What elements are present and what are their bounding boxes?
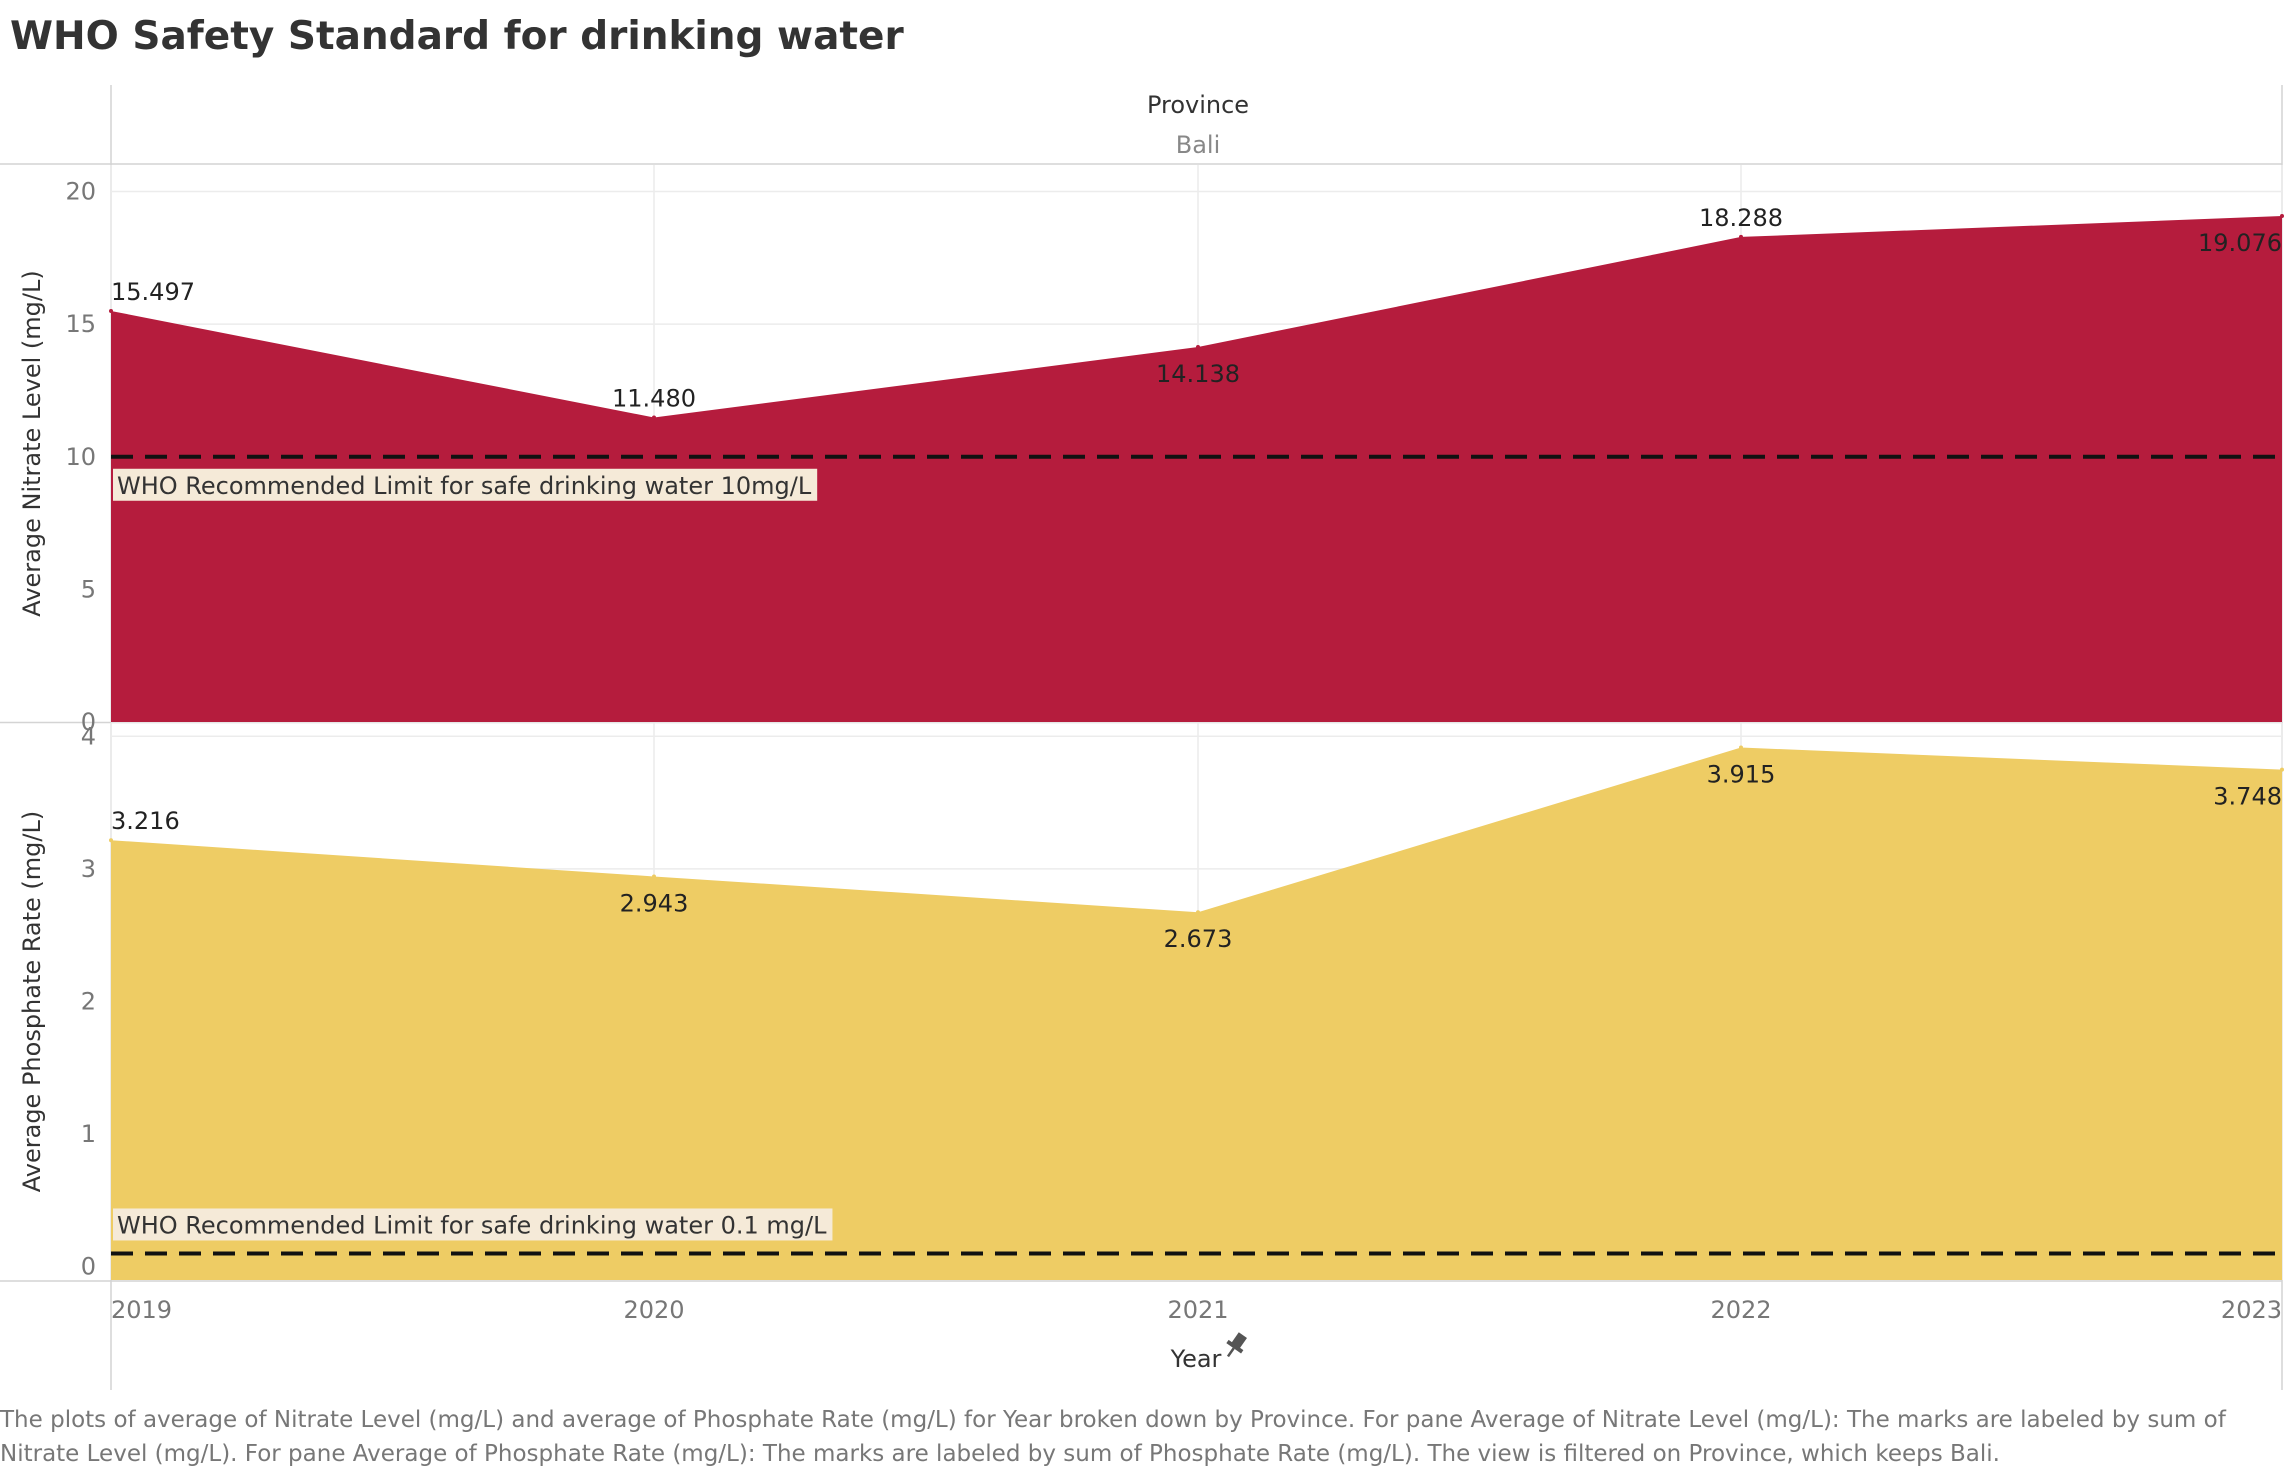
y-tick-label: 2 xyxy=(81,988,96,1016)
chart-title: WHO Safety Standard for drinking water xyxy=(10,14,904,59)
x-tick-label: 2019 xyxy=(111,1296,172,1324)
phosphate-pane: 0 1 2 3 4 3.216 2.943 2.673 3.915 3.748 WHO Recomm… xyxy=(18,722,2284,1281)
chart-caption: The plots of average of Nitrate Level (m… xyxy=(0,1407,2226,1467)
x-tick-label: 2023 xyxy=(2221,1296,2282,1324)
area-series xyxy=(111,216,2282,723)
data-label: 14.138 xyxy=(1156,360,1240,388)
pin-icon[interactable] xyxy=(1221,1330,1251,1362)
y-tick-label: 1 xyxy=(81,1120,96,1148)
reference-line-label-bg xyxy=(113,468,818,501)
x-tick-label: 2022 xyxy=(1710,1296,1771,1324)
y-tick-label: 15 xyxy=(65,310,96,338)
data-point xyxy=(2280,214,2284,219)
reference-line-label-bg xyxy=(113,1208,833,1241)
data-point xyxy=(109,838,113,843)
y-tick-label: 3 xyxy=(81,855,96,883)
x-tick-label: 2021 xyxy=(1167,1296,1228,1324)
x-axis: 2019 2020 2021 2022 2023 xyxy=(111,1296,2282,1324)
y-tick-label: 4 xyxy=(81,722,96,750)
reference-line-label: WHO Recommended Limit for safe drinking … xyxy=(117,1211,827,1239)
data-label: 15.497 xyxy=(111,278,195,306)
column-header-label: Province xyxy=(1147,91,1249,119)
data-label: 3.748 xyxy=(2213,783,2282,811)
reference-line-label: WHO Recommended Limit for safe drinking … xyxy=(117,472,812,500)
x-axis-title[interactable]: Year xyxy=(1170,1345,1222,1373)
y-tick-label: 20 xyxy=(65,178,96,206)
data-label: 19.076 xyxy=(2198,229,2282,257)
x-tick-label: 2020 xyxy=(623,1296,684,1324)
area-series xyxy=(111,747,2282,1280)
data-point xyxy=(652,874,656,879)
y-axis-title: Average Nitrate Level (mg/L) xyxy=(18,270,46,616)
data-label: 11.480 xyxy=(612,385,696,413)
y-tick-label: 10 xyxy=(65,443,96,471)
data-point xyxy=(652,415,656,420)
data-point xyxy=(1196,345,1200,350)
y-tick-label: 0 xyxy=(81,708,96,736)
data-label: 2.943 xyxy=(620,889,689,917)
data-label: 3.915 xyxy=(1707,761,1776,789)
y-axis-title: Average Phosphate Rate (mg/L) xyxy=(18,811,46,1192)
data-label: 2.673 xyxy=(1164,925,1233,953)
y-tick-label: 5 xyxy=(81,575,96,603)
chart-canvas: Province Bali 0510152015.49711.48014.138… xyxy=(0,85,2284,1390)
data-point xyxy=(1196,910,1200,915)
data-point xyxy=(1739,745,1743,750)
nitrate-pane: 0 5 10 15 20 15.497 11.480 14.138 18.288 19.076 WH… xyxy=(18,165,2284,736)
column-header-value[interactable]: Bali xyxy=(1176,131,1221,159)
data-point xyxy=(2280,767,2284,772)
data-point xyxy=(109,308,113,313)
data-label: 3.216 xyxy=(111,807,180,835)
y-tick-label: 0 xyxy=(81,1253,96,1281)
column-header: Province Bali xyxy=(1147,91,1249,159)
data-label: 18.288 xyxy=(1699,204,1783,232)
data-point xyxy=(1739,234,1743,239)
